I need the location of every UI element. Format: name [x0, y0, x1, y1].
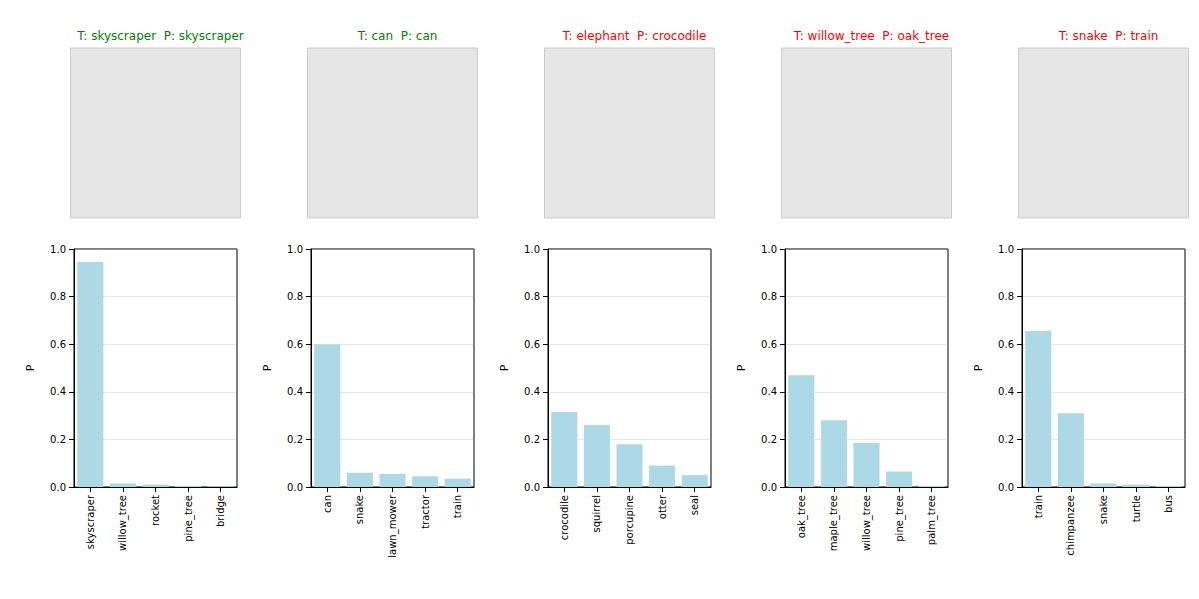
svg-text:rocket: rocket — [150, 495, 161, 526]
svg-text:1.0: 1.0 — [761, 244, 777, 255]
svg-text:0.4: 0.4 — [761, 386, 777, 397]
svg-text:T: elephant P: crocodile: T: elephant P: crocodile — [562, 29, 707, 43]
svg-text:porcupine: porcupine — [624, 495, 635, 545]
svg-text:pine_tree: pine_tree — [894, 495, 906, 542]
svg-text:oak_tree: oak_tree — [796, 495, 808, 538]
svg-text:seal: seal — [689, 495, 700, 515]
svg-text:P: P — [498, 364, 511, 371]
svg-text:0.8: 0.8 — [524, 291, 540, 302]
svg-text:1.0: 1.0 — [524, 244, 540, 255]
svg-text:0.4: 0.4 — [998, 386, 1014, 397]
svg-text:1.0: 1.0 — [287, 244, 303, 255]
svg-text:0.8: 0.8 — [998, 291, 1014, 302]
svg-text:T: can P: can: T: can P: can — [357, 29, 438, 43]
svg-text:P: P — [972, 364, 985, 371]
svg-text:0.0: 0.0 — [50, 482, 66, 493]
svg-text:squirrel: squirrel — [591, 495, 602, 532]
svg-text:0.8: 0.8 — [761, 291, 777, 302]
svg-text:otter: otter — [657, 494, 668, 519]
svg-text:1.0: 1.0 — [998, 244, 1014, 255]
svg-text:0.8: 0.8 — [50, 291, 66, 302]
svg-text:snake: snake — [354, 495, 365, 524]
svg-text:1.0: 1.0 — [50, 244, 66, 255]
svg-text:turtle: turtle — [1131, 495, 1142, 522]
svg-text:palm_tree: palm_tree — [926, 495, 938, 545]
svg-text:willow_tree: willow_tree — [117, 495, 129, 551]
svg-text:0.6: 0.6 — [998, 339, 1014, 350]
svg-text:T: skyscraper P: skyscraper: T: skyscraper P: skyscraper — [76, 29, 244, 43]
svg-text:tractor: tractor — [420, 494, 431, 529]
svg-text:chimpanzee: chimpanzee — [1065, 495, 1076, 556]
svg-text:bridge: bridge — [215, 495, 226, 527]
svg-text:T: snake P: train: T: snake P: train — [1058, 29, 1159, 43]
svg-text:0.6: 0.6 — [524, 339, 540, 350]
svg-text:0.0: 0.0 — [761, 482, 777, 493]
svg-text:0.6: 0.6 — [761, 339, 777, 350]
svg-text:skyscraper: skyscraper — [85, 494, 96, 549]
svg-text:0.6: 0.6 — [287, 339, 303, 350]
svg-text:0.4: 0.4 — [524, 386, 540, 397]
svg-text:pine_tree: pine_tree — [183, 495, 195, 542]
svg-text:0.6: 0.6 — [50, 339, 66, 350]
svg-text:lawn_mower: lawn_mower — [387, 494, 399, 558]
svg-text:0.2: 0.2 — [998, 434, 1014, 445]
svg-text:maple_tree: maple_tree — [828, 495, 840, 551]
svg-text:T: willow_tree P: oak_tree: T: willow_tree P: oak_tree — [793, 29, 950, 43]
svg-text:P: P — [735, 364, 748, 371]
svg-text:P: P — [261, 364, 274, 371]
svg-text:P: P — [24, 364, 37, 371]
svg-text:0.0: 0.0 — [998, 482, 1014, 493]
svg-text:crocodile: crocodile — [559, 495, 570, 540]
svg-text:train: train — [452, 495, 463, 518]
svg-text:bus: bus — [1163, 495, 1174, 513]
svg-text:snake: snake — [1098, 495, 1109, 524]
svg-text:0.2: 0.2 — [761, 434, 777, 445]
svg-text:0.4: 0.4 — [50, 386, 66, 397]
svg-text:0.4: 0.4 — [287, 386, 303, 397]
svg-text:0.0: 0.0 — [287, 482, 303, 493]
svg-text:train: train — [1033, 495, 1044, 518]
svg-text:0.2: 0.2 — [287, 434, 303, 445]
svg-text:willow_tree: willow_tree — [861, 495, 873, 551]
svg-text:0.0: 0.0 — [524, 482, 540, 493]
svg-text:can: can — [322, 495, 333, 513]
svg-text:0.2: 0.2 — [524, 434, 540, 445]
svg-text:0.8: 0.8 — [287, 291, 303, 302]
svg-text:0.2: 0.2 — [50, 434, 66, 445]
